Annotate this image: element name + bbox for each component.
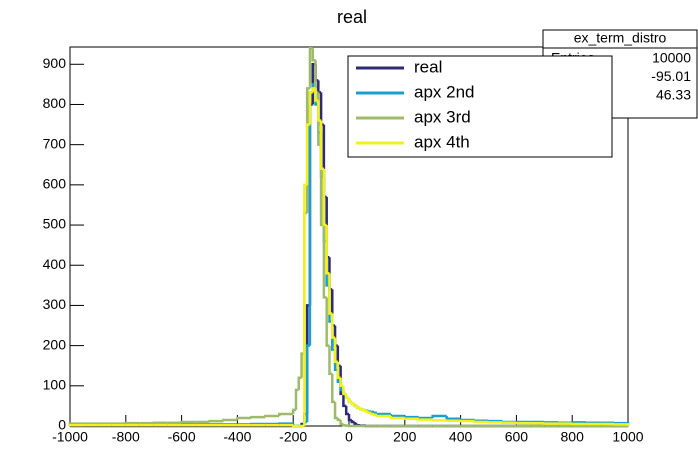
histogram-step xyxy=(358,407,363,411)
histogram-step xyxy=(236,416,252,420)
histogram-step xyxy=(403,417,419,421)
stats-value: 10000 xyxy=(652,50,691,66)
histogram-step xyxy=(347,397,352,404)
y-tick-label: 600 xyxy=(43,176,67,192)
legend-label: apx 3rd xyxy=(414,107,471,126)
legend-label: apx 4th xyxy=(414,132,470,151)
histogram-step xyxy=(311,87,316,93)
histogram-step xyxy=(208,419,224,423)
histogram-step xyxy=(319,120,324,171)
histogram-step xyxy=(308,91,313,125)
x-tick-label: 200 xyxy=(393,429,417,445)
y-tick-label: 800 xyxy=(43,95,67,111)
x-tick-label: 1000 xyxy=(612,429,643,445)
histogram-step xyxy=(339,377,344,388)
histogram-step xyxy=(303,183,308,426)
histogram-step xyxy=(278,412,294,416)
histogram-step xyxy=(370,412,375,416)
x-tick-label: 800 xyxy=(561,429,585,445)
histogram-step xyxy=(291,408,296,414)
histogram-step xyxy=(389,413,405,418)
histogram-step xyxy=(417,418,433,421)
histogram-step xyxy=(431,414,447,418)
histogram-step xyxy=(445,415,461,421)
y-tick-label: 900 xyxy=(43,55,67,71)
histogram-step xyxy=(319,92,324,126)
histogram-step xyxy=(353,421,358,426)
y-tick-label: 500 xyxy=(43,216,67,232)
histogram-step xyxy=(367,411,372,414)
histogram-step xyxy=(612,423,630,426)
histogram-step xyxy=(311,48,316,62)
histogram-step xyxy=(473,419,489,423)
histogram-step xyxy=(297,376,302,390)
histogram-step xyxy=(372,413,377,416)
histogram-step xyxy=(222,418,238,422)
y-tick-label: 300 xyxy=(43,296,67,312)
y-tick-label: 100 xyxy=(43,377,67,393)
histogram-step xyxy=(322,225,327,299)
histogram-step xyxy=(291,424,296,428)
histogram-step xyxy=(403,415,419,419)
histogram-step xyxy=(317,100,322,122)
legend-label: apx 2nd xyxy=(414,82,475,101)
histogram-step xyxy=(331,373,336,404)
histogram-step xyxy=(250,415,266,419)
stats-value: 46.33 xyxy=(656,87,691,103)
histogram-step xyxy=(308,46,313,89)
y-tick-label: 0 xyxy=(58,417,66,433)
y-tick-label: 700 xyxy=(43,135,67,151)
histogram-step xyxy=(347,413,352,422)
histogram-step xyxy=(294,388,299,410)
x-tick-label: 400 xyxy=(449,429,473,445)
histogram-step xyxy=(356,405,361,410)
histogram-step xyxy=(459,418,475,422)
stats-title: ex_term_distro xyxy=(574,30,667,46)
histogram-step xyxy=(375,414,391,418)
histogram-step xyxy=(342,423,347,427)
histogram-step xyxy=(344,405,349,416)
histogram-step xyxy=(372,411,377,414)
histogram-step xyxy=(325,297,330,347)
histogram-step xyxy=(342,385,347,396)
chart-title: real xyxy=(337,7,367,27)
histogram-step xyxy=(353,403,358,408)
histogram-step xyxy=(473,420,489,424)
histogram-step xyxy=(417,416,433,420)
legend-label: real xyxy=(414,57,442,76)
x-tick-label: -200 xyxy=(279,429,307,445)
y-tick-label: 200 xyxy=(43,336,67,352)
histogram-step xyxy=(68,423,84,427)
x-tick-label: -600 xyxy=(168,429,196,445)
stats-value: -95.01 xyxy=(651,68,691,84)
x-tick-label: -800 xyxy=(112,429,140,445)
histogram-step xyxy=(350,401,355,406)
histogram-step xyxy=(344,393,349,400)
histogram-step xyxy=(350,419,355,424)
histogram-step xyxy=(333,401,338,420)
histogram-step xyxy=(339,419,344,426)
x-tick-label: -400 xyxy=(223,429,251,445)
x-tick-label: 0 xyxy=(345,429,353,445)
histogram-step xyxy=(180,420,196,424)
histogram-step xyxy=(367,410,372,413)
histogram-step xyxy=(389,415,405,420)
histogram-step xyxy=(317,80,322,94)
y-tick-label: 400 xyxy=(43,256,67,272)
histogram-step xyxy=(308,91,313,346)
histogram-step xyxy=(375,412,391,416)
histogram-step xyxy=(305,344,310,422)
histogram-step xyxy=(431,419,447,422)
histogram-step xyxy=(364,409,369,413)
legend-box xyxy=(347,55,613,158)
histogram-step xyxy=(264,414,280,418)
histogram-step xyxy=(331,313,336,339)
histogram-step xyxy=(361,408,366,412)
x-tick-label: 600 xyxy=(505,429,529,445)
histogram-step xyxy=(336,417,341,422)
x-tick-label: -1000 xyxy=(52,429,88,445)
